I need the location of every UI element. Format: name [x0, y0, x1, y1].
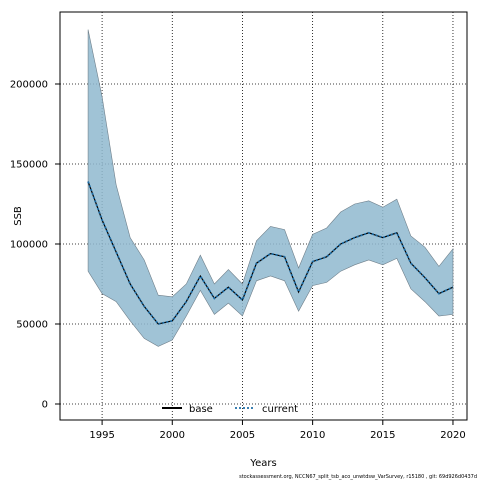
legend-label-base: base	[189, 404, 213, 415]
series-lines	[87, 181, 454, 326]
x-tick-label: 2015	[370, 430, 395, 441]
plot-frame	[59, 11, 468, 421]
x-tick-label: 2020	[440, 430, 465, 441]
y-axis: 0 50000 100000 150000 200000	[10, 80, 60, 411]
x-tick-label: 1995	[89, 430, 114, 441]
y-axis-title: SSB	[13, 206, 24, 226]
x-axis-title: Years	[249, 458, 276, 469]
y-tick-label: 100000	[10, 240, 48, 251]
legend-label-current: current	[262, 404, 298, 415]
series-line-current	[87, 181, 454, 326]
confidence-band	[87, 29, 454, 347]
x-tick-label: 2005	[230, 430, 255, 441]
x-axis: 1995 2000 2005 2010 2015 2020	[89, 420, 466, 441]
y-tick-label: 200000	[10, 80, 48, 91]
y-tick-label: 0	[42, 400, 48, 411]
legend: base current	[162, 404, 298, 415]
y-tick-label: 50000	[16, 320, 48, 331]
x-tick-label: 2010	[300, 430, 325, 441]
y-tick-label: 150000	[10, 160, 48, 171]
footer-text: stockassessment.org, NCCN67_split_tsb_ac…	[239, 474, 477, 480]
x-tick-label: 2000	[160, 430, 185, 441]
